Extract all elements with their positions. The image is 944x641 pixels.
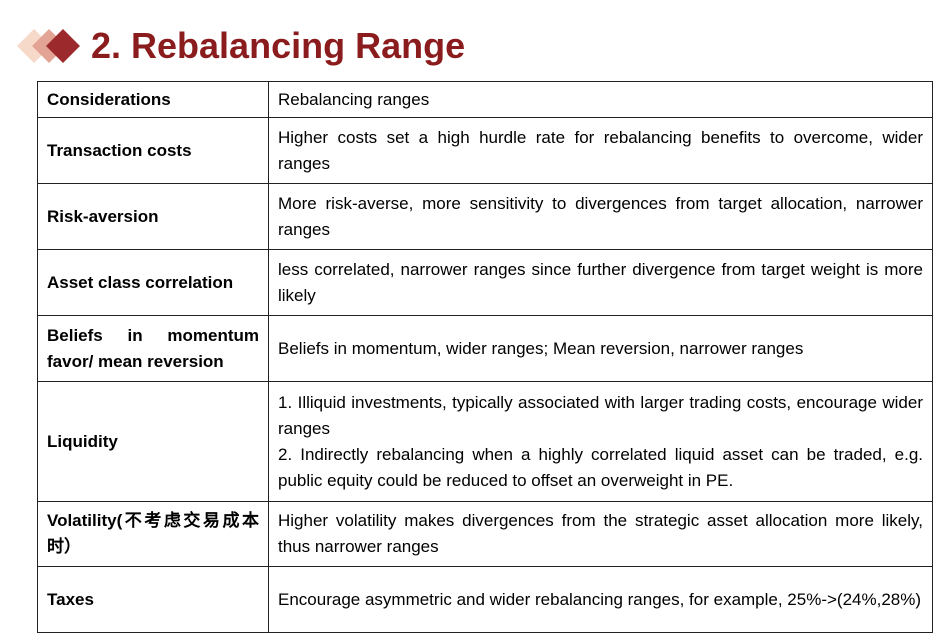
table-row: Asset class correlation less correlated, … bbox=[37, 249, 933, 316]
consideration-cell: Considerations bbox=[37, 81, 269, 118]
title: 2. Rebalancing Range bbox=[91, 25, 466, 66]
consideration-cell: Volatility(不考虑交易成本时） bbox=[37, 501, 269, 567]
table-row: Risk-aversion More risk-averse, more sens… bbox=[37, 183, 933, 250]
consideration-cell: Liquidity bbox=[37, 381, 269, 502]
table-row: Considerations Rebalancing ranges bbox=[37, 81, 933, 118]
table-row: Transaction costs Higher costs set a high… bbox=[37, 117, 933, 184]
consideration-cell: Asset class correlation bbox=[37, 249, 269, 316]
consideration-cell: Risk-aversion bbox=[37, 183, 269, 250]
range-cell: Rebalancing ranges bbox=[268, 81, 933, 118]
range-cell: less correlated, narrower ranges since f… bbox=[268, 249, 933, 316]
range-paragraph: 1. Illiquid investments, typically assoc… bbox=[278, 392, 923, 438]
table-row: Volatility(不考虑交易成本时） Higher volatility ma… bbox=[37, 501, 933, 567]
consideration-cell: Taxes bbox=[37, 566, 269, 633]
consideration-cell: Transaction costs bbox=[37, 117, 269, 184]
consideration-cell: Beliefs in momentum favor/ mean reversio… bbox=[37, 315, 269, 382]
range-cell: Beliefs in momentum, wider ranges; Mean … bbox=[268, 315, 933, 382]
range-cell: Higher costs set a high hurdle rate for … bbox=[268, 117, 933, 184]
range-cell: Encourage asymmetric and wider rebalanci… bbox=[268, 566, 933, 633]
table-row: Beliefs in momentum favor/ mean reversio… bbox=[37, 315, 933, 382]
range-cell: More risk-averse, more sensitivity to di… bbox=[268, 183, 933, 250]
title-icon bbox=[17, 29, 80, 63]
table-row: Taxes Encourage asymmetric and wider reba… bbox=[37, 566, 933, 633]
table: Considerations Rebalancing ranges Transact… bbox=[37, 81, 933, 633]
range-cell: 1. Illiquid investments, typically assoc… bbox=[268, 381, 933, 502]
range-cell: Higher volatility makes divergences from… bbox=[268, 501, 933, 567]
table-row: Liquidity 1. Illiquid investments, typica… bbox=[37, 381, 933, 502]
range-paragraph: 2. Indirectly rebalancing when a highly … bbox=[278, 444, 923, 490]
